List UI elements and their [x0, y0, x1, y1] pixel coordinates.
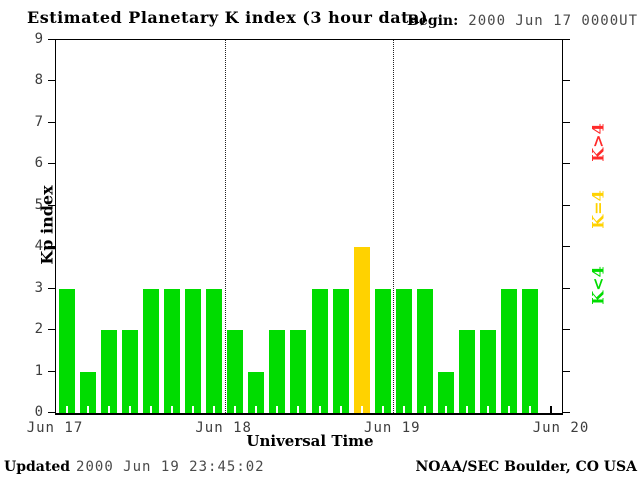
kp-bar — [227, 330, 244, 413]
y-axis-tick-left — [48, 246, 55, 248]
x-axis-minor-tick — [445, 406, 448, 413]
y-axis-tick-label: 6 — [34, 155, 43, 172]
x-axis-day-label: Jun 17 — [26, 420, 84, 436]
y-axis-tick-left — [48, 80, 55, 82]
begin-start-datetime: 2000 Jun 17 0000UT — [468, 13, 638, 29]
kp-bar — [100, 330, 117, 413]
y-axis-tick-right — [563, 370, 570, 372]
kp-bar — [142, 288, 159, 413]
x-axis-minor-tick — [360, 406, 363, 413]
legend-item: K=4 — [588, 190, 608, 229]
x-axis-minor-tick — [213, 406, 216, 413]
kp-bar — [374, 288, 391, 413]
y-axis-tick-right — [563, 412, 570, 413]
y-axis-tick-label: 7 — [34, 113, 43, 130]
kp-bar — [269, 330, 286, 413]
updated-label: Updated — [4, 459, 71, 475]
y-axis-tick-left — [48, 204, 55, 206]
kp-bar — [163, 288, 180, 413]
y-axis-tick-left — [48, 121, 55, 123]
legend-item: K<4 — [588, 266, 608, 305]
kp-bar — [416, 288, 433, 413]
day-boundary-gridline — [393, 40, 395, 413]
y-axis-tick-label: 8 — [34, 72, 43, 89]
x-axis-day-label: Jun 18 — [195, 420, 252, 436]
y-axis-tick-right — [563, 204, 570, 206]
x-axis-day-label: Jun 20 — [532, 420, 590, 436]
y-axis-tick-label: 9 — [34, 31, 43, 47]
x-axis-minor-tick — [128, 406, 131, 413]
y-axis-tick-label: 1 — [34, 362, 43, 379]
x-axis-minor-tick — [65, 406, 68, 413]
x-axis-title: Universal Time — [246, 432, 374, 450]
y-axis-title: Kp index — [37, 185, 57, 265]
x-axis-minor-tick — [423, 406, 426, 413]
x-axis-minor-tick — [339, 406, 342, 413]
y-axis-tick-label: 4 — [34, 238, 43, 255]
y-axis-tick-left — [48, 412, 55, 413]
y-axis-tick-right — [563, 39, 570, 40]
x-axis-minor-tick — [402, 406, 405, 413]
updated-value: 2000 Jun 19 23:45:02 — [76, 459, 265, 475]
x-axis-minor-tick — [529, 406, 532, 413]
kp-bar — [353, 247, 370, 413]
y-axis-tick-right — [563, 246, 570, 248]
x-axis-day-label: Jun 19 — [364, 420, 421, 436]
day-boundary-gridline — [224, 40, 226, 413]
kp-bar — [522, 288, 539, 413]
y-axis-tick-label: 2 — [34, 321, 43, 338]
begin-label: Begin: — [407, 13, 459, 29]
y-axis-tick-label: 5 — [34, 196, 43, 213]
x-axis-minor-tick — [86, 406, 89, 413]
x-axis-minor-tick — [297, 406, 300, 413]
credit-text: NOAA/SEC Boulder, CO USA — [415, 459, 638, 475]
y-axis-tick-left — [48, 329, 55, 331]
x-axis-minor-tick — [508, 406, 511, 413]
plot-area — [55, 39, 563, 415]
kp-bar — [248, 371, 265, 413]
x-axis-minor-tick — [170, 406, 173, 413]
x-axis-minor-tick — [487, 406, 490, 413]
x-axis-minor-tick — [466, 406, 469, 413]
kp-bar — [438, 371, 455, 413]
x-axis-minor-tick — [381, 406, 384, 413]
y-axis-tick-right — [563, 121, 570, 123]
y-axis-tick-right — [563, 80, 570, 82]
y-axis-tick-left — [48, 287, 55, 289]
chart-title: Estimated Planetary K index (3 hour data… — [27, 8, 428, 27]
kp-bar — [206, 288, 223, 413]
x-axis-minor-tick — [107, 406, 110, 413]
x-axis-minor-tick — [255, 406, 258, 413]
kp-bar — [58, 288, 75, 413]
updated-timestamp: Updated 2000 Jun 19 23:45:02 — [4, 459, 265, 475]
y-axis-tick-label: 0 — [34, 404, 43, 420]
kp-bar — [121, 330, 138, 413]
y-axis-tick-right — [563, 287, 570, 289]
y-axis-tick-right — [563, 163, 570, 165]
kp-bar — [185, 288, 202, 413]
kp-bar — [290, 330, 307, 413]
y-axis-tick-left — [48, 370, 55, 372]
x-axis-minor-tick — [318, 406, 321, 413]
y-axis-tick-label: 3 — [34, 279, 43, 296]
kp-bar — [480, 330, 497, 413]
x-axis-minor-tick — [234, 406, 237, 413]
x-axis-minor-tick — [149, 406, 152, 413]
x-axis-minor-tick — [276, 406, 279, 413]
kp-bar — [79, 371, 96, 413]
kp-bar — [311, 288, 328, 413]
begin-line: Begin: 2000 Jun 17 0000UT — [407, 13, 638, 29]
x-axis-minor-tick — [550, 406, 553, 413]
kp-bar — [501, 288, 518, 413]
x-axis-minor-tick — [192, 406, 195, 413]
kp-bar — [395, 288, 412, 413]
y-axis-tick-right — [563, 329, 570, 331]
y-axis-tick-left — [48, 163, 55, 165]
kp-bar — [332, 288, 349, 413]
kp-bar — [459, 330, 476, 413]
y-axis-tick-left — [48, 39, 55, 40]
